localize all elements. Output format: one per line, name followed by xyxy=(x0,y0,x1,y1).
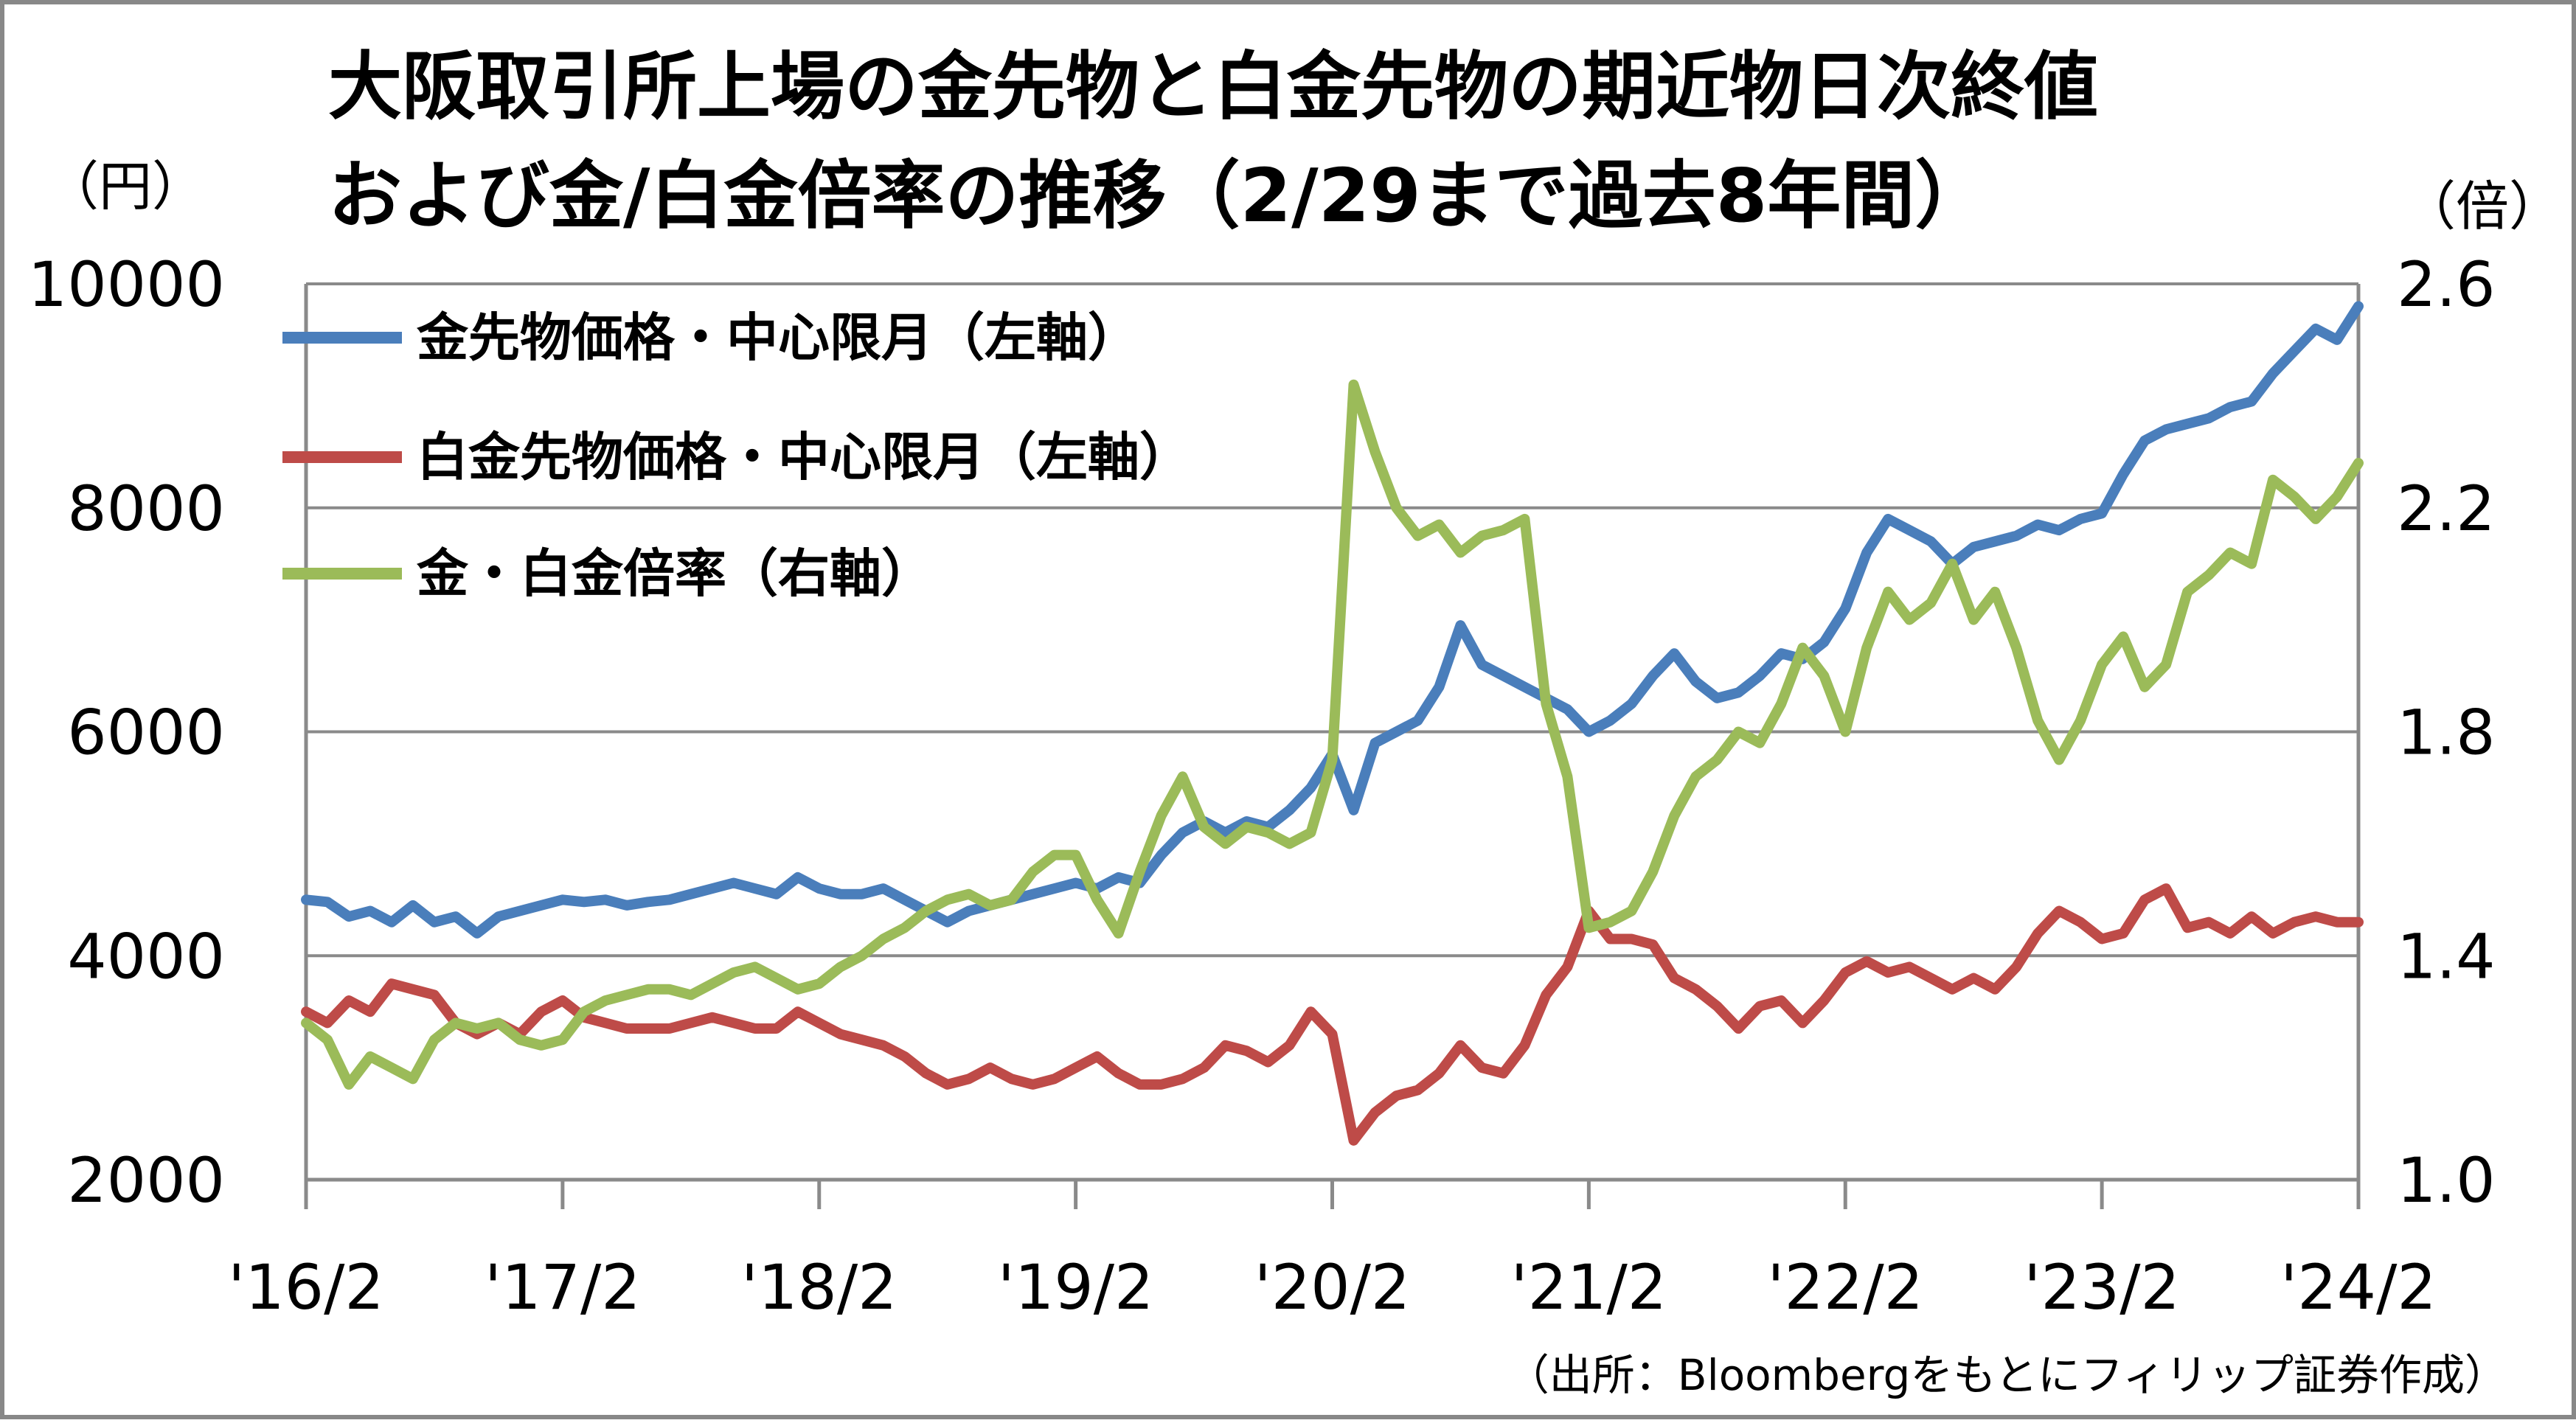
x-tick-label: '22/2 xyxy=(1767,1251,1923,1323)
chart-title-line-2: および金/白金倍率の推移（2/29まで過去8年間） xyxy=(328,153,1988,239)
left-tick-label: 4000 xyxy=(67,920,225,992)
left-tick-label: 10000 xyxy=(28,248,225,321)
left-tick-label: 8000 xyxy=(67,473,225,545)
x-tick-label: '23/2 xyxy=(2024,1251,2180,1323)
legend-label-2: 金・白金倍率（右軸） xyxy=(416,543,933,604)
left-axis-ticks: 2000 4000 6000 8000 10000 xyxy=(28,248,225,1217)
right-tick-label: 1.0 xyxy=(2397,1144,2496,1217)
series-line-1 xyxy=(301,883,2364,1146)
right-tick-label: 2.2 xyxy=(2397,473,2496,545)
legend-label-1: 白金先物価格・中心限月（左軸） xyxy=(417,427,1191,487)
left-tick-label: 2000 xyxy=(67,1144,225,1217)
x-axis-ticks: '16/2 '17/2 '18/2 '19/2 '20/2 '21/2 '22/2 '23/2… xyxy=(228,1180,2437,1323)
right-axis-unit: （倍） xyxy=(2403,175,2562,237)
x-tick-label: '17/2 xyxy=(485,1251,641,1323)
series-line-2 xyxy=(301,379,2364,1090)
left-tick-label: 6000 xyxy=(67,697,225,769)
right-tick-label: 1.8 xyxy=(2397,697,2496,769)
series-lines xyxy=(301,301,2364,1146)
legend: 金先物価格・中心限月（左軸） 白金先物価格・中心限月（左軸） 金・白金倍率（右軸） xyxy=(282,307,1191,604)
left-axis-unit: （円） xyxy=(46,156,205,218)
right-tick-label: 1.4 xyxy=(2397,920,2496,992)
x-tick-label: '20/2 xyxy=(1254,1251,1411,1323)
x-tick-label: '24/2 xyxy=(2280,1251,2437,1323)
x-tick-label: '21/2 xyxy=(1511,1251,1667,1323)
right-tick-label: 2.6 xyxy=(2397,248,2496,321)
source-note: （出所：Bloombergをもとにフィリップ証券作成） xyxy=(1507,1350,2507,1400)
x-tick-label: '16/2 xyxy=(228,1251,384,1323)
x-tick-label: '18/2 xyxy=(741,1251,898,1323)
x-tick-label: '19/2 xyxy=(998,1251,1154,1323)
legend-label-0: 金先物価格・中心限月（左軸） xyxy=(416,307,1139,368)
chart-title-line-1: 大阪取引所上場の金先物と白金先物の期近物日次終値 xyxy=(328,44,2098,130)
right-axis-ticks: 1.0 1.4 1.8 2.2 2.6 xyxy=(2397,248,2496,1217)
